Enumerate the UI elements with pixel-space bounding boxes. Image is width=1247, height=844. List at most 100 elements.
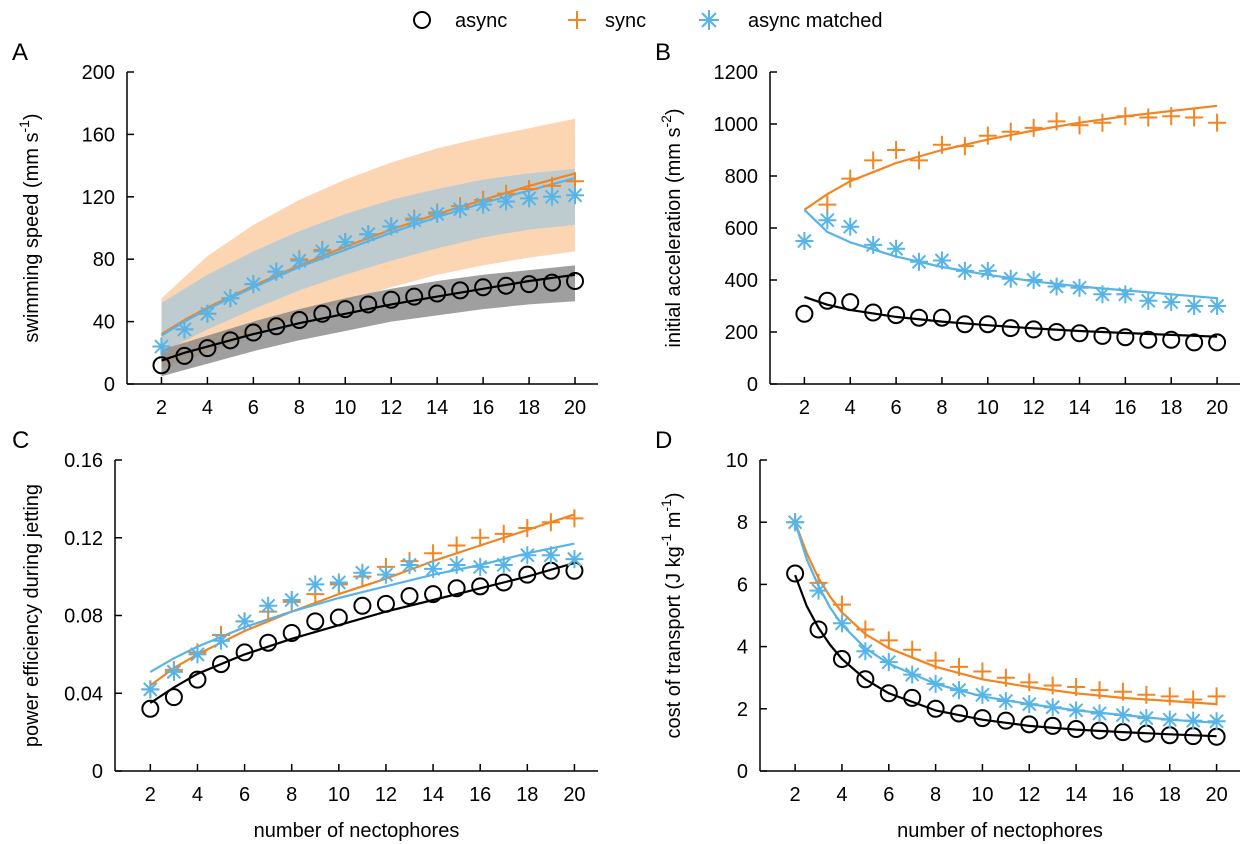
point-sync-D [1043,676,1062,695]
point-async-matched-B [1024,271,1043,289]
point-async-D [973,709,992,728]
point-async-matched-A [543,187,562,206]
point-async-matched-B [1139,291,1158,310]
x-tick-label-B: 2 [799,397,810,419]
y-tick-label-D: 2 [737,699,748,721]
point-async-B [1047,323,1066,341]
x-tick-label-A: 16 [472,397,494,419]
point-async-matched-B [1162,293,1181,312]
point-async-C [376,594,395,613]
x-tick-label-D: 8 [930,784,941,806]
band-async-matched-A [161,168,575,353]
point-async-C [353,596,372,615]
point-async-matched-B [910,252,929,271]
x-tick-label-D: 18 [1159,784,1181,806]
point-async-C [424,585,443,604]
point-async-A [428,284,447,303]
point-sync-B [978,126,997,145]
band-async-A [161,265,575,377]
point-sync-D [950,657,969,676]
point-async-A [336,300,355,319]
panel-letter-C: C [12,427,29,454]
y-axis-label-B: initial acceleration (mm s-2) [658,108,685,347]
point-async-A [520,275,539,294]
point-async-B [978,315,997,334]
point-async-matched-A [152,337,171,356]
point-async-A [175,346,194,365]
legend-marker-async-matched [699,10,719,30]
y-axis-label-A: swimming speed (mm s-1) [16,113,43,342]
point-async-matched-C [494,555,513,574]
point-async-B [1162,330,1181,349]
point-async-matched-C [329,573,348,592]
y-tick-label-A: 200 [82,62,115,84]
x-tick-label-A: 6 [248,397,259,419]
point-sync-B [1024,118,1043,137]
y-tick-label-C: 0.12 [64,528,103,550]
point-async-matched-C [259,596,278,615]
point-sync-B [1001,122,1020,141]
point-async-matched-C [141,680,160,699]
x-tick-label-A: 12 [380,397,402,419]
point-async-matched-D [809,581,828,600]
point-async-B [910,308,929,327]
point-async-B [1070,324,1089,343]
point-async-B [1116,328,1135,347]
point-sync-D [856,620,875,639]
point-async-A [543,273,562,292]
point-sync-B [818,195,837,214]
panel-B: B 0 200 400 600 800 1000 1200 2 4 6 8 10 12 14 16 18 20 in… [655,39,1240,419]
panel-letter-D: D [655,427,672,454]
y-tick-label-C: 0.08 [64,606,103,628]
fit-line-async-matched-C [149,542,575,673]
point-async-matched-C [447,555,466,574]
y-tick-label-C: 0 [92,761,103,783]
point-async-matched-B [932,251,951,270]
point-async-matched-A [566,186,585,205]
y-tick-label-A: 120 [82,187,115,209]
point-async-D [809,620,828,639]
x-tick-label-A: 8 [294,397,305,419]
x-tick-label-C: 10 [328,784,350,806]
point-async-C [259,633,278,652]
point-async-matched-B [1001,269,1020,288]
point-async-matched-D [996,692,1015,711]
point-async-matched-A [474,195,493,214]
point-async-A [382,290,401,309]
point-async-matched-A [405,211,424,230]
y-tick-label-B: 800 [725,166,758,188]
x-tick-label-A: 20 [564,397,586,419]
point-async-matched-B [841,217,860,236]
point-async-C [329,608,348,627]
point-async-A [244,323,263,342]
legend-marker-async [413,11,431,29]
point-async-matched-D [950,681,969,700]
point-async-matched-C [565,550,584,569]
legend: async sync async matched [413,10,883,32]
point-async-A [152,356,171,375]
point-async-B [1208,333,1227,352]
point-sync-B [1185,108,1204,127]
point-async-matched-A [336,233,355,252]
panel-C: C 0 0.04 0.08 0.12 0.16 2 4 6 8 10 12 14 16 18 20 power … [12,427,598,842]
point-async-C [400,587,419,606]
point-async-matched-D [926,674,945,693]
y-tick-label-D: 4 [737,637,748,659]
fit-line-sync-C [149,513,575,687]
y-tick-label-D: 0 [737,761,748,783]
point-async-matched-B [818,211,837,230]
point-async-B [1024,320,1043,339]
y-tick-label-A: 80 [93,249,115,271]
y-tick-label-D: 6 [737,574,748,596]
point-async-matched-A [382,217,401,236]
point-async-matched-A [244,275,263,294]
point-sync-C [447,536,466,555]
y-tick-label-B: 200 [725,322,758,344]
point-sync-D [1113,682,1132,701]
x-tick-label-A: 4 [202,397,213,419]
point-async-matched-D [973,685,992,704]
point-sync-D [1207,687,1226,706]
x-tick-label-C: 16 [469,784,491,806]
point-sync-D [996,668,1015,687]
